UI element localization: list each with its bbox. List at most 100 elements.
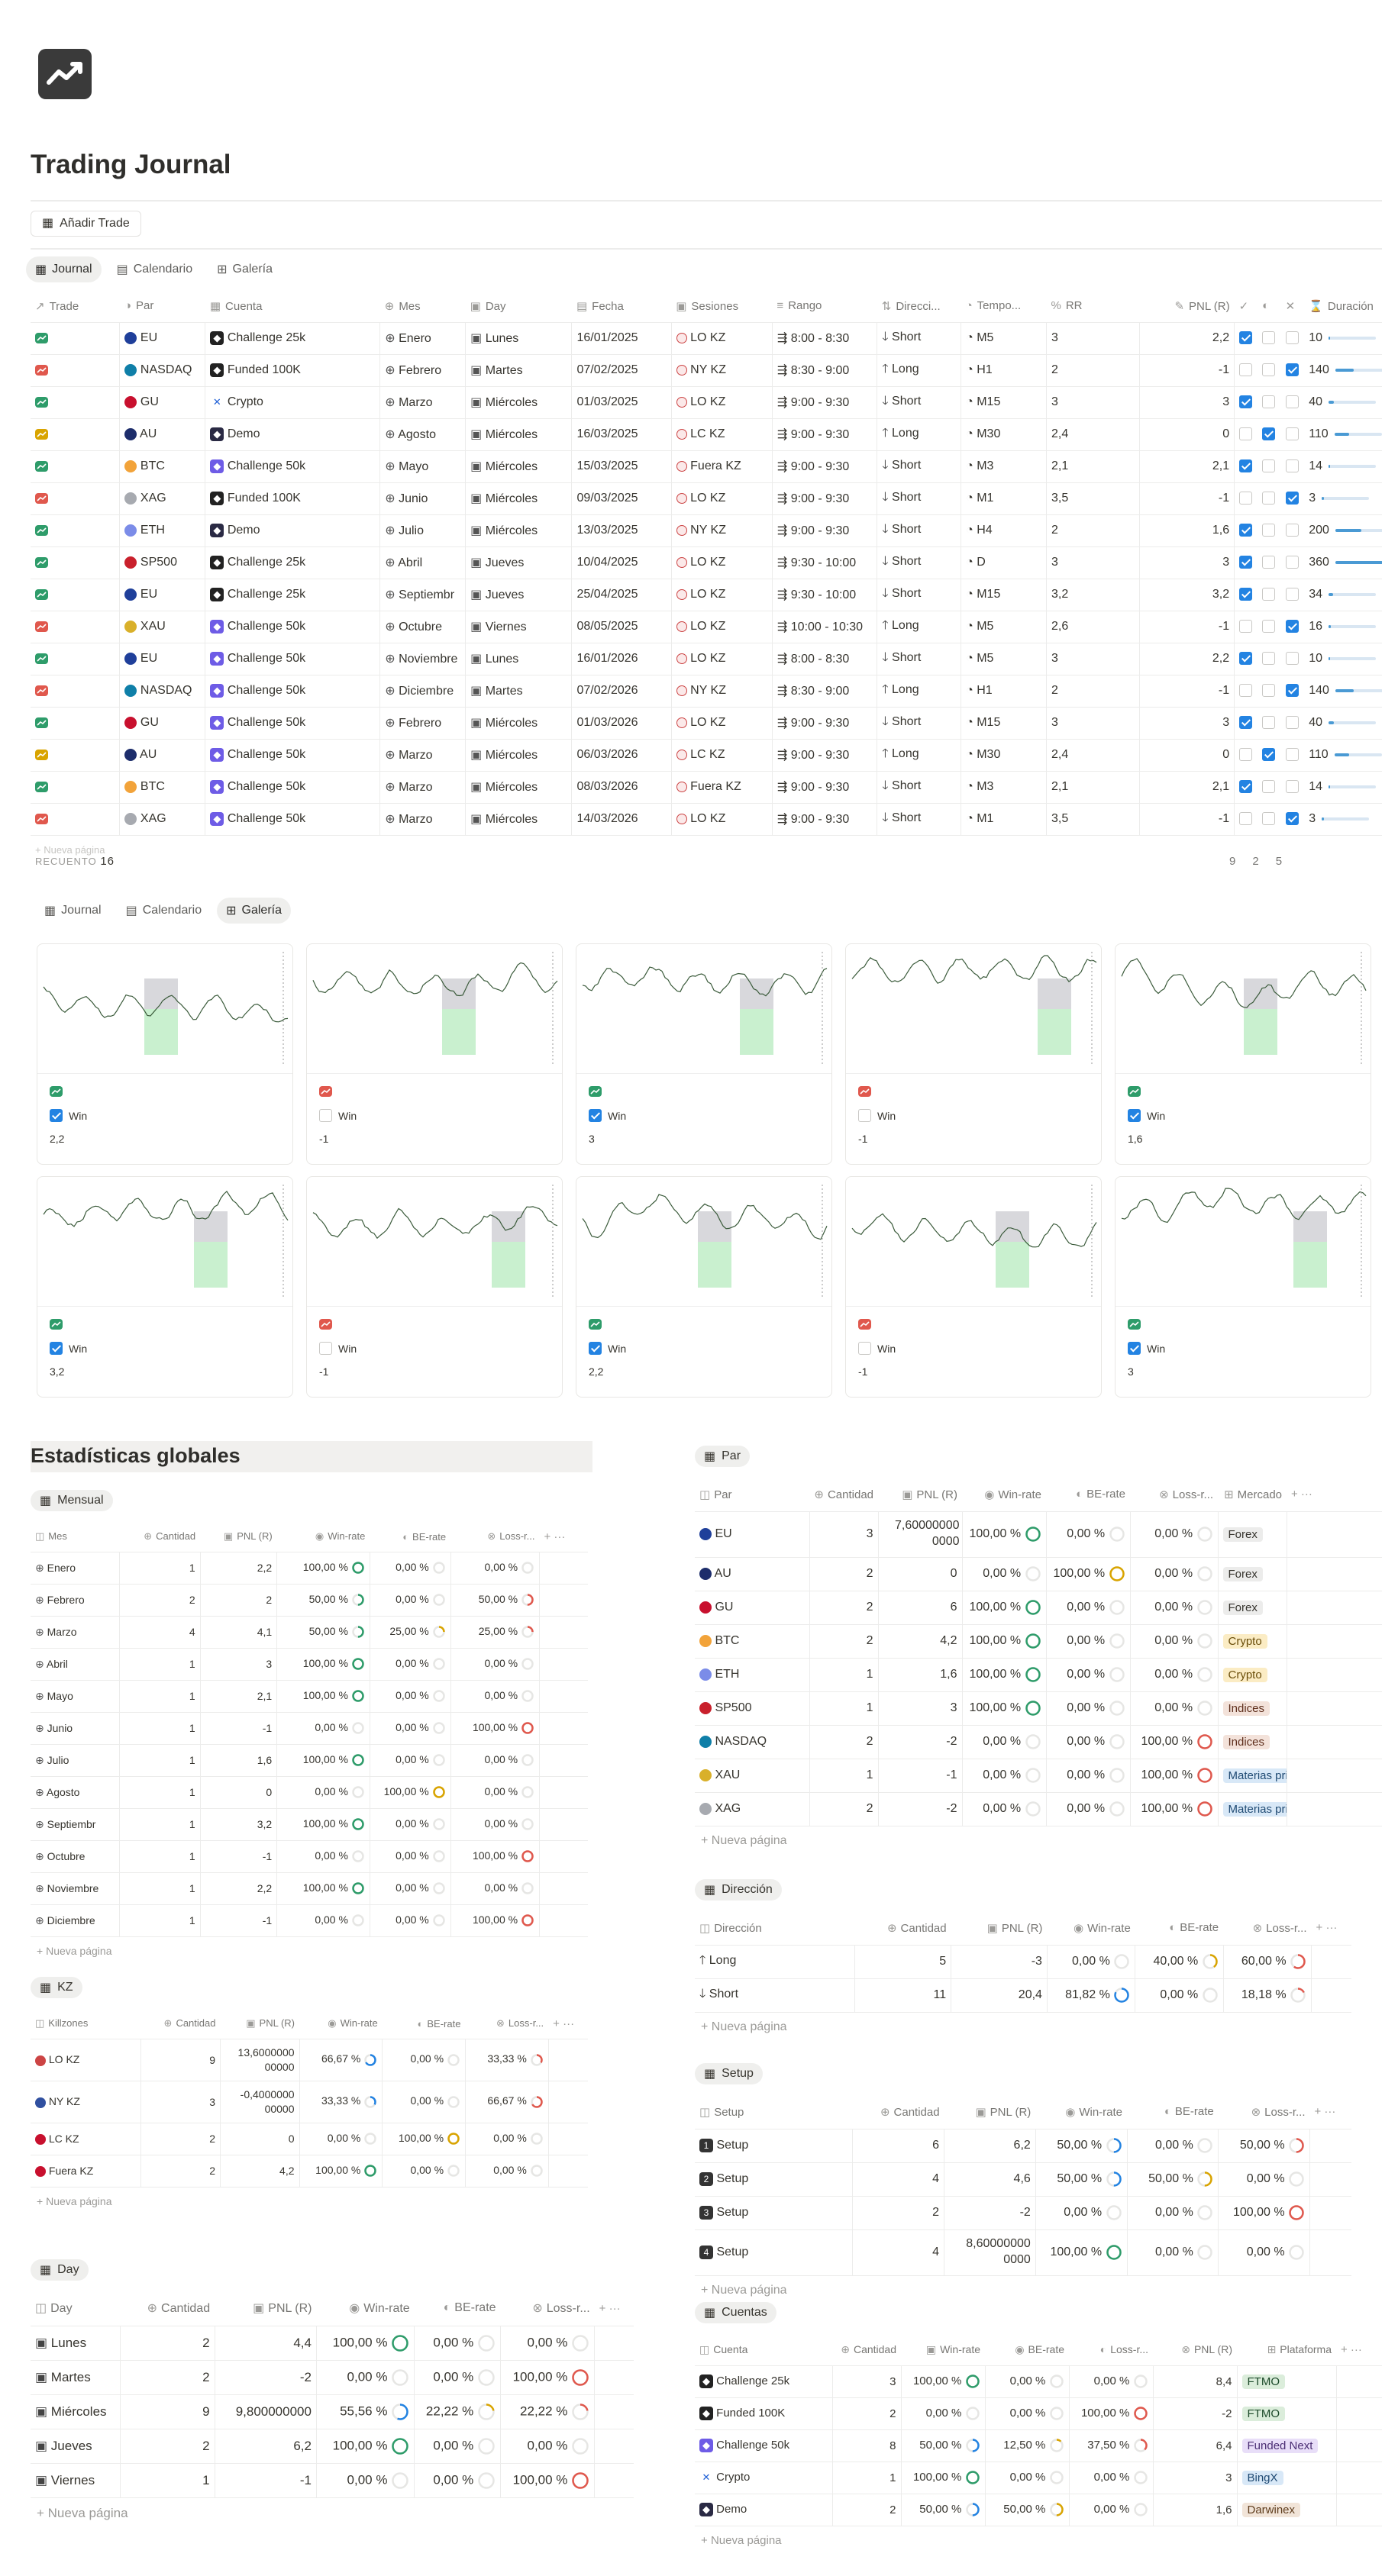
value-cell[interactable]: 0,00 % (415, 2429, 501, 2463)
value-cell[interactable]: 25,00 % (450, 1616, 539, 1648)
direction-cell[interactable]: 🡓 Short (877, 803, 961, 835)
row-label-cell[interactable]: ⊕ Diciembre (31, 1904, 119, 1936)
value-cell[interactable]: 1 (119, 1840, 200, 1872)
rr-cell[interactable]: 2 (1046, 514, 1139, 546)
pair-cell[interactable]: NASDAQ (120, 675, 205, 707)
value-cell[interactable]: 9,800000000 (215, 2394, 316, 2429)
value-cell[interactable]: 100,00 % (1130, 1792, 1218, 1826)
table-row[interactable]: ⊕ Mayo 1 2,1 100,00 % 0,00 % 0,00 % (31, 1680, 588, 1712)
value-cell[interactable]: 0,00 % (1069, 2494, 1153, 2526)
value-cell[interactable]: 55,56 % (316, 2394, 414, 2429)
duration-cell[interactable]: 14 (1304, 450, 1382, 482)
win-checkbox[interactable] (1239, 780, 1252, 793)
loss-checkbox[interactable] (1286, 716, 1299, 729)
column-header[interactable]: ⊕ Cantidad (809, 1478, 878, 1511)
column-header[interactable]: ⊞ Plataforma (1237, 2334, 1336, 2365)
month-cell[interactable]: ⊕ Febrero (380, 707, 466, 739)
pair-cell[interactable]: AU (120, 739, 205, 771)
value-cell[interactable]: 0,00 % (370, 1552, 450, 1584)
value-cell[interactable]: 2 (119, 1584, 200, 1616)
value-cell[interactable]: Materias primas (1218, 1759, 1287, 1792)
column-header[interactable]: ▣ PNL (R) (220, 2009, 299, 2039)
row-label-cell[interactable]: ◆ Challenge 25k (695, 2365, 832, 2397)
value-cell[interactable]: 2 (809, 1557, 878, 1591)
timeframe-cell[interactable]: ◔ M3 (961, 450, 1047, 482)
value-cell[interactable]: 50,00 % (1127, 2162, 1219, 2196)
loss-checkbox[interactable] (1286, 780, 1299, 793)
value-cell[interactable]: 22,22 % (501, 2394, 595, 2429)
date-cell[interactable]: 07/02/2025 (572, 354, 671, 386)
value-cell[interactable]: -2 (944, 2196, 1036, 2229)
add-column-button[interactable]: + ··· (1312, 1911, 1351, 1945)
value-cell[interactable]: 50,00 % (1035, 2162, 1127, 2196)
win-checkbox[interactable] (1239, 363, 1252, 376)
win-checkbox[interactable] (319, 1109, 332, 1122)
day-cell[interactable]: ▣ Martes (466, 354, 572, 386)
timeframe-cell[interactable]: ◔ H1 (961, 354, 1047, 386)
session-cell[interactable]: LO KZ (671, 803, 772, 835)
row-label-cell[interactable]: ⊕ Julio (31, 1744, 119, 1776)
pnl-cell[interactable]: 2,1 (1140, 771, 1235, 803)
value-cell[interactable]: 0,00 % (962, 1759, 1046, 1792)
be-checkbox[interactable] (1262, 652, 1275, 665)
session-cell[interactable]: LO KZ (671, 482, 772, 514)
value-cell[interactable]: 1 (832, 2462, 901, 2494)
value-cell[interactable]: 0,00 % (901, 2397, 985, 2429)
value-cell[interactable]: 8,4 (1153, 2365, 1237, 2397)
table-row[interactable]: XAG 2 -2 0,00 % 0,00 % 100,00 % Materias pr… (695, 1792, 1382, 1826)
table-row[interactable]: AU ◆ Challenge 50k ⊕ Marzo ▣ Miércoles 06/03… (31, 739, 1382, 771)
win-checkbox[interactable] (1239, 684, 1252, 697)
row-label-cell[interactable]: EU (695, 1511, 809, 1557)
session-cell[interactable]: NY KZ (671, 675, 772, 707)
be-checkbox[interactable] (1262, 812, 1275, 825)
timeframe-cell[interactable]: ◔ D (961, 546, 1047, 579)
table-row[interactable]: GU ◆ Challenge 50k ⊕ Febrero ▣ Miércoles 01/… (31, 707, 1382, 739)
pnl-cell[interactable]: -1 (1140, 482, 1235, 514)
range-cell[interactable]: ⇶ 9:30 - 10:00 (772, 546, 877, 579)
value-cell[interactable]: 33,33 % (465, 2039, 548, 2081)
value-cell[interactable]: 12,50 % (985, 2429, 1069, 2462)
date-cell[interactable]: 14/03/2026 (572, 803, 671, 835)
duration-cell[interactable]: 34 (1304, 579, 1382, 611)
value-cell[interactable]: 0 (200, 1776, 277, 1808)
value-cell[interactable]: 11 (855, 1978, 951, 2012)
tab-journal[interactable]: ▦ Journal (35, 898, 111, 924)
day-cell[interactable]: ▣ Miércoles (466, 386, 572, 418)
direction-cell[interactable]: 🡓 Short (877, 482, 961, 514)
new-page-button[interactable]: + Nueva página (31, 1945, 592, 1957)
column-header[interactable]: ◐ Loss-r... (1069, 2334, 1153, 2365)
day-cell[interactable]: ▣ Miércoles (466, 418, 572, 450)
win-checkbox[interactable] (1239, 492, 1252, 505)
trade-cell[interactable] (31, 386, 120, 418)
column-header[interactable]: ▤ Fecha (572, 290, 671, 322)
day-cell[interactable]: ▣ Miércoles (466, 771, 572, 803)
value-cell[interactable]: 0,00 % (1130, 1511, 1218, 1557)
column-header[interactable]: ⊕ Cantidad (832, 2334, 901, 2365)
rr-cell[interactable]: 3,5 (1046, 482, 1139, 514)
row-label-cell[interactable]: 2 Setup (695, 2162, 853, 2196)
dir-view-label[interactable]: ▦ Dirección (695, 1879, 782, 1901)
value-cell[interactable]: 0,00 % (1046, 1759, 1130, 1792)
gallery-card[interactable]: Win 3 (576, 943, 832, 1165)
win-checkbox[interactable] (1239, 459, 1252, 472)
table-row[interactable]: ⊕ Septiembr 1 3,2 100,00 % 0,00 % 0,00 % (31, 1808, 588, 1840)
value-cell[interactable]: 9 (121, 2394, 215, 2429)
value-cell[interactable]: 4,4 (215, 2326, 316, 2360)
row-label-cell[interactable]: ⊕ Abril (31, 1648, 119, 1680)
rr-cell[interactable]: 2,1 (1046, 450, 1139, 482)
day-cell[interactable]: ▣ Miércoles (466, 803, 572, 835)
value-cell[interactable]: 0,00 % (316, 2463, 414, 2497)
table-row[interactable]: XAG ◆ Funded 100K ⊕ Junio ▣ Miércoles 09/03/… (31, 482, 1382, 514)
value-cell[interactable]: 2 (853, 2196, 944, 2229)
win-checkbox[interactable] (858, 1342, 871, 1355)
value-cell[interactable]: 1 (119, 1872, 200, 1904)
value-cell[interactable]: 37,50 % (1069, 2429, 1153, 2462)
day-cell[interactable]: ▣ Jueves (466, 579, 572, 611)
row-label-cell[interactable]: GU (695, 1591, 809, 1624)
column-header[interactable]: ◉ Win-rate (299, 2009, 383, 2039)
value-cell[interactable]: 0,00 % (370, 1744, 450, 1776)
add-column-button[interactable]: + ··· (1336, 2334, 1382, 2365)
win-checkbox[interactable] (1239, 652, 1252, 665)
value-cell[interactable]: 100,00 % (316, 2429, 414, 2463)
table-row[interactable]: ⊕ Marzo 4 4,1 50,00 % 25,00 % 25,00 % (31, 1616, 588, 1648)
